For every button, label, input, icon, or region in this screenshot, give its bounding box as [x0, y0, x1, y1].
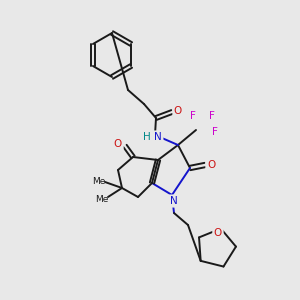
Text: N: N	[170, 196, 178, 206]
Text: F: F	[190, 111, 196, 121]
Text: N: N	[154, 132, 162, 142]
Text: F: F	[212, 127, 218, 137]
Text: O: O	[174, 106, 182, 116]
Text: O: O	[114, 139, 122, 149]
Text: H: H	[143, 132, 151, 142]
Text: O: O	[207, 160, 215, 170]
Text: Me: Me	[95, 194, 109, 203]
Text: F: F	[209, 111, 215, 121]
Text: Me: Me	[92, 176, 106, 185]
Text: O: O	[214, 228, 222, 238]
